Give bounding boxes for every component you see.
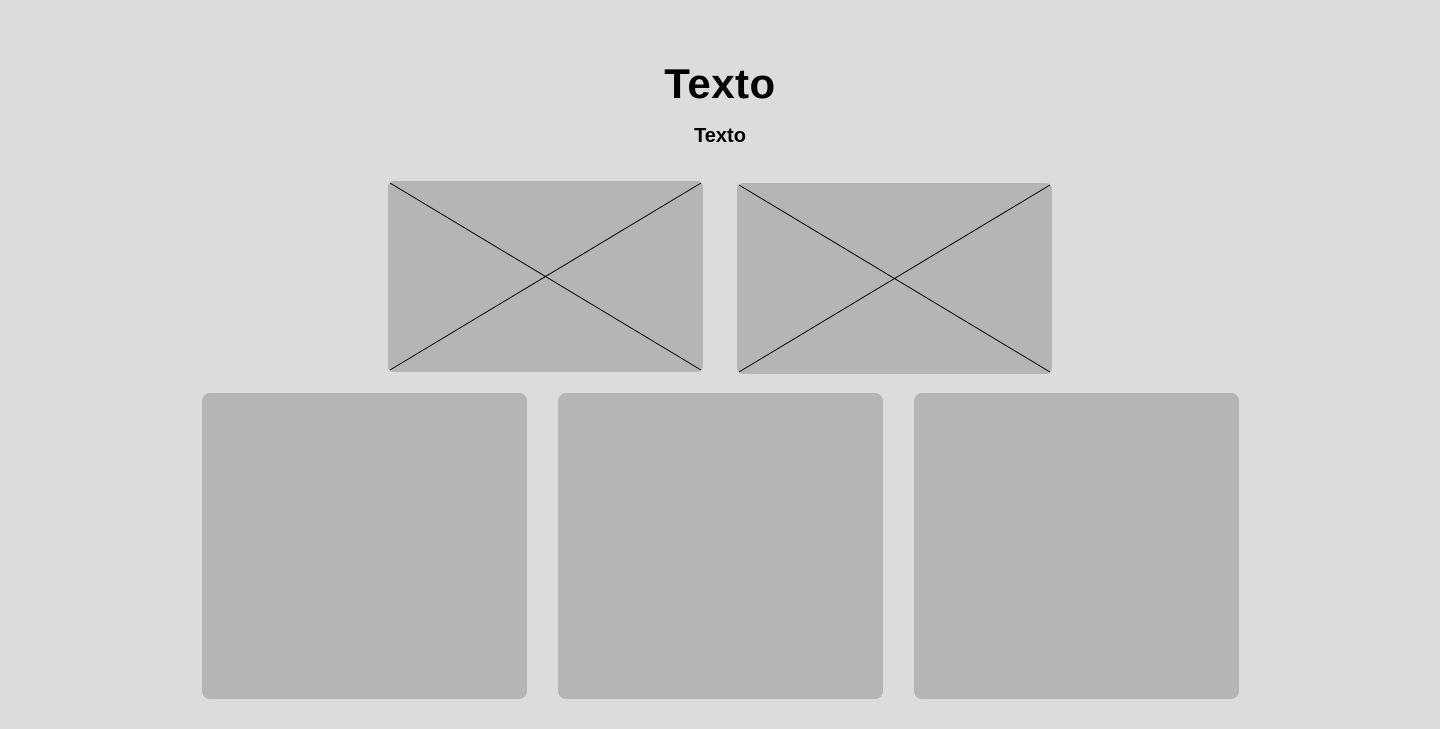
card-3 bbox=[914, 393, 1239, 699]
page-subtitle: Texto bbox=[694, 125, 746, 147]
card-1 bbox=[202, 393, 527, 699]
image-placeholder-icon bbox=[738, 184, 1051, 373]
image-placeholder-1 bbox=[388, 181, 703, 372]
image-placeholder-2 bbox=[737, 183, 1052, 374]
card-2 bbox=[558, 393, 883, 699]
page-title: Texto bbox=[664, 60, 776, 107]
image-placeholder-icon bbox=[389, 182, 702, 371]
